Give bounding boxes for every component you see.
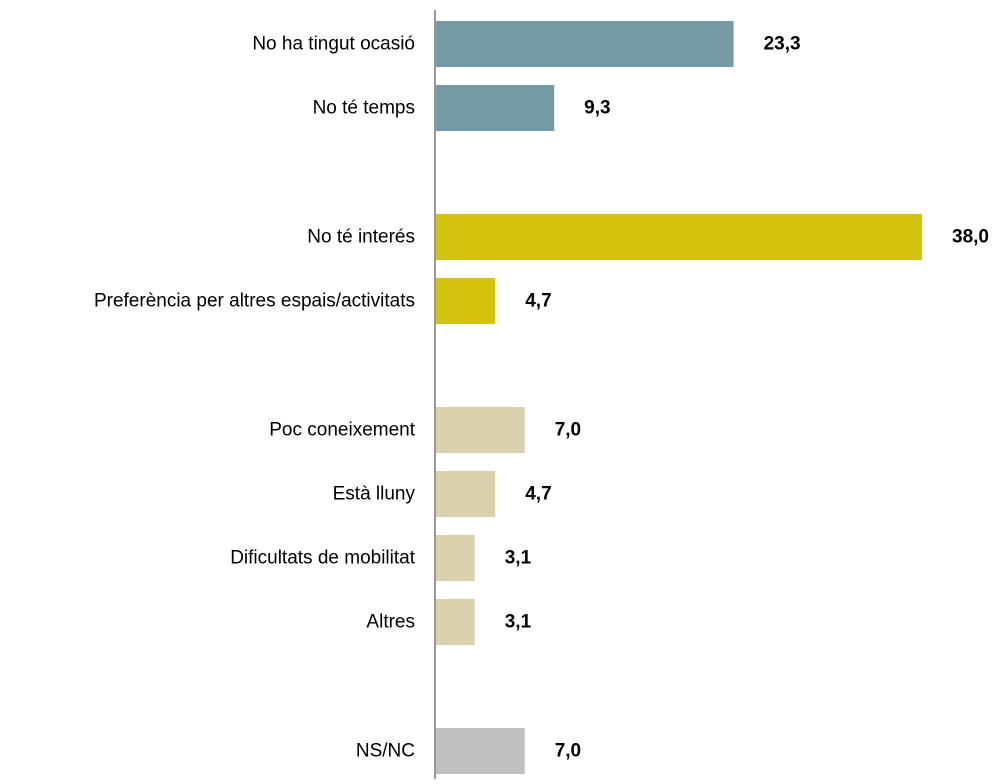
category-label: Preferència per altres espais/activitats [94, 291, 415, 312]
bar [435, 278, 496, 324]
bar [435, 407, 525, 453]
bar [435, 535, 475, 581]
bar [435, 85, 555, 131]
category-label: No té interés [307, 227, 415, 248]
category-label: Està lluny [333, 484, 416, 505]
bar [435, 599, 475, 645]
bar [435, 728, 525, 774]
value-label: 23,3 [764, 34, 801, 55]
value-label: 3,1 [505, 548, 532, 569]
category-label: NS/NC [356, 741, 415, 762]
value-label: 7,0 [555, 420, 581, 441]
category-label: Dificultats de mobilitat [230, 548, 416, 569]
value-label: 3,1 [505, 612, 532, 633]
category-label: Poc coneixement [269, 420, 415, 441]
value-label: 4,7 [525, 291, 551, 312]
bar [435, 214, 922, 260]
bar [435, 471, 496, 517]
value-label: 4,7 [525, 484, 551, 505]
category-label: No ha tingut ocasió [252, 34, 415, 55]
category-label: Altres [366, 612, 415, 633]
value-label: 38,0 [952, 227, 989, 248]
labels-layer: No ha tingut ocasió 23,3 No té temps 9,3 No … [94, 34, 989, 762]
value-label: 9,3 [584, 98, 610, 119]
bar [435, 21, 734, 67]
value-label: 7,0 [555, 741, 581, 762]
bars-layer [435, 21, 922, 774]
category-label: No té temps [313, 98, 415, 119]
